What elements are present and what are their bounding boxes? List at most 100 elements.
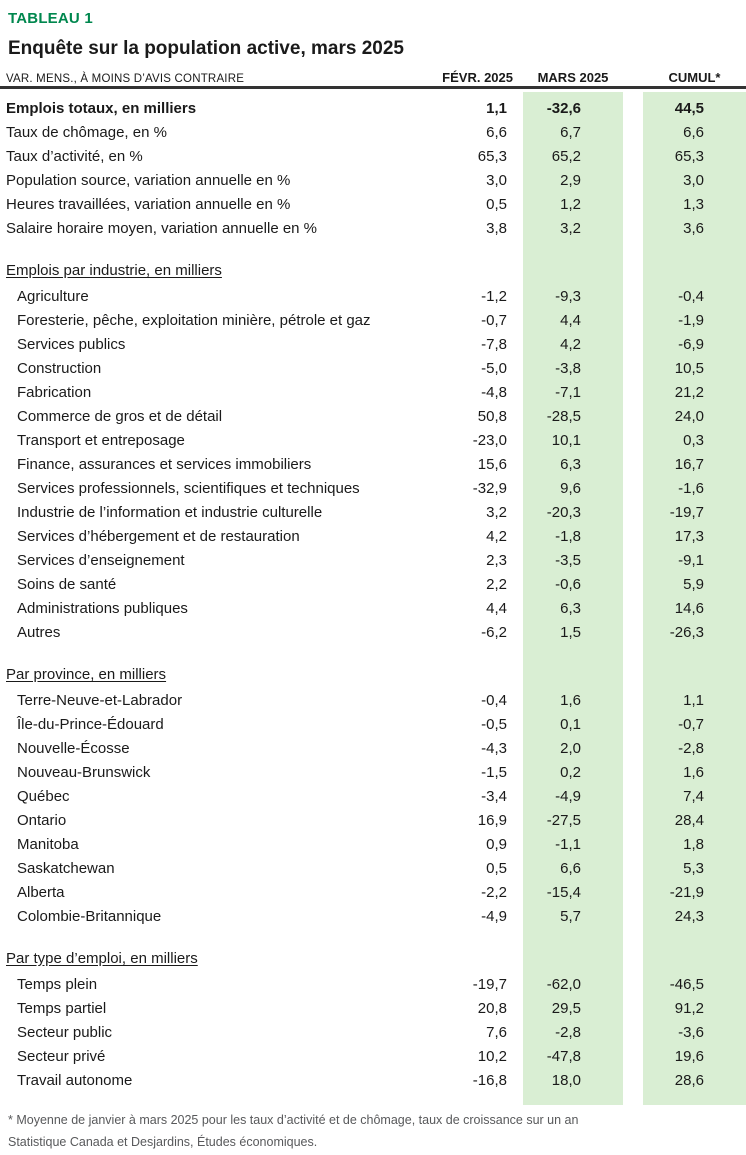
cell-fevr-2025: -4,9 bbox=[481, 908, 507, 925]
column-header-row: VAR. MENS., À MOINS D’AVIS CONTRAIRE FÉV… bbox=[0, 66, 746, 86]
cell-fevr-2025: 3,2 bbox=[486, 504, 507, 521]
cell-fevr-2025: -0,4 bbox=[481, 692, 507, 709]
row-label: Île-du-Prince-Édouard bbox=[17, 716, 164, 733]
cell-fevr-2025: -2,2 bbox=[481, 884, 507, 901]
cell-fevr-2025: -0,5 bbox=[481, 716, 507, 733]
cell-cumul: 7,4 bbox=[683, 788, 704, 805]
cell-fevr-2025: -19,7 bbox=[472, 976, 507, 993]
cell-cumul: 19,6 bbox=[674, 1048, 704, 1065]
cell-fevr-2025: -23,0 bbox=[472, 432, 507, 449]
cell-fevr-2025: 4,4 bbox=[486, 600, 507, 617]
column-header-fevr-2025: FÉVR. 2025 bbox=[442, 70, 513, 85]
row-label: Travail autonome bbox=[17, 1072, 133, 1089]
cell-fevr-2025: -1,2 bbox=[481, 288, 507, 305]
cell-mars-2025: 0,1 bbox=[560, 716, 581, 733]
table-header: TABLEAU 1 Enquête sur la population acti… bbox=[0, 0, 746, 61]
section-heading: Par province, en milliers bbox=[6, 666, 167, 683]
row-label: Services publics bbox=[17, 336, 126, 353]
table-row: Administrations publiques 4,4 6,3 14,6 bbox=[0, 597, 746, 621]
cell-mars-2025: -15,4 bbox=[546, 884, 581, 901]
row-label: Alberta bbox=[17, 884, 65, 901]
cell-cumul: 3,0 bbox=[683, 172, 704, 189]
table-row: Terre-Neuve-et-Labrador -0,4 1,6 1,1 bbox=[0, 689, 746, 713]
row-label: Secteur privé bbox=[17, 1048, 106, 1065]
cell-mars-2025: -2,8 bbox=[555, 1024, 581, 1041]
cell-cumul: -2,8 bbox=[678, 740, 704, 757]
row-label: Saskatchewan bbox=[17, 860, 115, 877]
cell-fevr-2025: 3,8 bbox=[486, 220, 507, 237]
row-label: Administrations publiques bbox=[17, 600, 188, 617]
cell-mars-2025: -20,3 bbox=[546, 504, 581, 521]
cell-mars-2025: 10,1 bbox=[551, 432, 581, 449]
column-header-mars-2025: MARS 2025 bbox=[537, 70, 609, 85]
cell-fevr-2025: -32,9 bbox=[472, 480, 507, 497]
cell-fevr-2025: 1,1 bbox=[486, 100, 507, 117]
row-label: Services d’hébergement et de restauratio… bbox=[17, 528, 300, 545]
cell-cumul: 28,6 bbox=[674, 1072, 704, 1089]
cell-mars-2025: -32,6 bbox=[546, 100, 581, 117]
cell-mars-2025: -7,1 bbox=[555, 384, 581, 401]
cell-mars-2025: 6,3 bbox=[560, 456, 581, 473]
table-row: Services d’hébergement et de restauratio… bbox=[0, 525, 746, 549]
row-label: Commerce de gros et de détail bbox=[17, 408, 223, 425]
row-label: Heures travaillées, variation annuelle e… bbox=[6, 196, 291, 213]
table-row: Travail autonome -16,8 18,0 28,6 bbox=[0, 1069, 746, 1093]
cell-fevr-2025: -7,8 bbox=[481, 336, 507, 353]
cell-cumul: -9,1 bbox=[678, 552, 704, 569]
cell-fevr-2025: 2,3 bbox=[486, 552, 507, 569]
cell-cumul: 0,3 bbox=[683, 432, 704, 449]
table-row: Secteur privé 10,2 -47,8 19,6 bbox=[0, 1045, 746, 1069]
cell-fevr-2025: -4,3 bbox=[481, 740, 507, 757]
cell-mars-2025: -1,1 bbox=[555, 836, 581, 853]
table-row: Autres -6,2 1,5 -26,3 bbox=[0, 621, 746, 645]
table-row: Nouvelle-Écosse -4,3 2,0 -2,8 bbox=[0, 737, 746, 761]
cell-mars-2025: 2,9 bbox=[560, 172, 581, 189]
cell-fevr-2025: 0,9 bbox=[486, 836, 507, 853]
table-row: Colombie-Britannique -4,9 5,7 24,3 bbox=[0, 905, 746, 929]
row-label: Foresterie, pêche, exploitation minière,… bbox=[17, 312, 371, 329]
row-label: Secteur public bbox=[17, 1024, 113, 1041]
cell-mars-2025: 1,5 bbox=[560, 624, 581, 641]
table-row: Emplois totaux, en milliers 1,1 -32,6 44,5 bbox=[0, 97, 746, 121]
cell-mars-2025: -28,5 bbox=[546, 408, 581, 425]
cell-cumul: 5,9 bbox=[683, 576, 704, 593]
cell-fevr-2025: 65,3 bbox=[477, 148, 507, 165]
cell-mars-2025: 4,4 bbox=[560, 312, 581, 329]
cell-cumul: 21,2 bbox=[674, 384, 704, 401]
row-label: Manitoba bbox=[17, 836, 79, 853]
table-row: Heures travaillées, variation annuelle e… bbox=[0, 193, 746, 217]
cell-cumul: -3,6 bbox=[678, 1024, 704, 1041]
cell-mars-2025: 65,2 bbox=[551, 148, 581, 165]
highlight-band-cumul bbox=[643, 92, 746, 1105]
cell-mars-2025: 1,2 bbox=[560, 196, 581, 213]
table-title: Enquête sur la population active, mars 2… bbox=[8, 38, 404, 59]
cell-fevr-2025: -1,5 bbox=[481, 764, 507, 781]
cell-mars-2025: 6,3 bbox=[560, 600, 581, 617]
cell-mars-2025: -3,5 bbox=[555, 552, 581, 569]
cell-mars-2025: -9,3 bbox=[555, 288, 581, 305]
cell-mars-2025: -0,6 bbox=[555, 576, 581, 593]
cell-mars-2025: -3,8 bbox=[555, 360, 581, 377]
cell-cumul: -21,9 bbox=[669, 884, 704, 901]
row-label: Colombie-Britannique bbox=[17, 908, 162, 925]
row-label: Services d’enseignement bbox=[17, 552, 185, 569]
section-heading: Emplois par industrie, en milliers bbox=[6, 262, 222, 279]
cell-fevr-2025: 15,6 bbox=[477, 456, 507, 473]
table-row: Nouveau-Brunswick -1,5 0,2 1,6 bbox=[0, 761, 746, 785]
row-label: Temps plein bbox=[17, 976, 98, 993]
cell-cumul: 1,3 bbox=[683, 196, 704, 213]
cell-mars-2025: 6,6 bbox=[560, 860, 581, 877]
cell-cumul: 10,5 bbox=[674, 360, 704, 377]
table-row: Services d’enseignement 2,3 -3,5 -9,1 bbox=[0, 549, 746, 573]
cell-cumul: 1,6 bbox=[683, 764, 704, 781]
table-row: Industrie de l’information et industrie … bbox=[0, 501, 746, 525]
cell-cumul: -0,7 bbox=[678, 716, 704, 733]
cell-fevr-2025: 0,5 bbox=[486, 196, 507, 213]
cell-mars-2025: 18,0 bbox=[551, 1072, 581, 1089]
row-label: Québec bbox=[17, 788, 70, 805]
cell-mars-2025: 5,7 bbox=[560, 908, 581, 925]
cell-fevr-2025: -0,7 bbox=[481, 312, 507, 329]
row-label: Transport et entreposage bbox=[17, 432, 185, 449]
row-header-label: VAR. MENS., À MOINS D’AVIS CONTRAIRE bbox=[6, 73, 245, 85]
cell-fevr-2025: -5,0 bbox=[481, 360, 507, 377]
